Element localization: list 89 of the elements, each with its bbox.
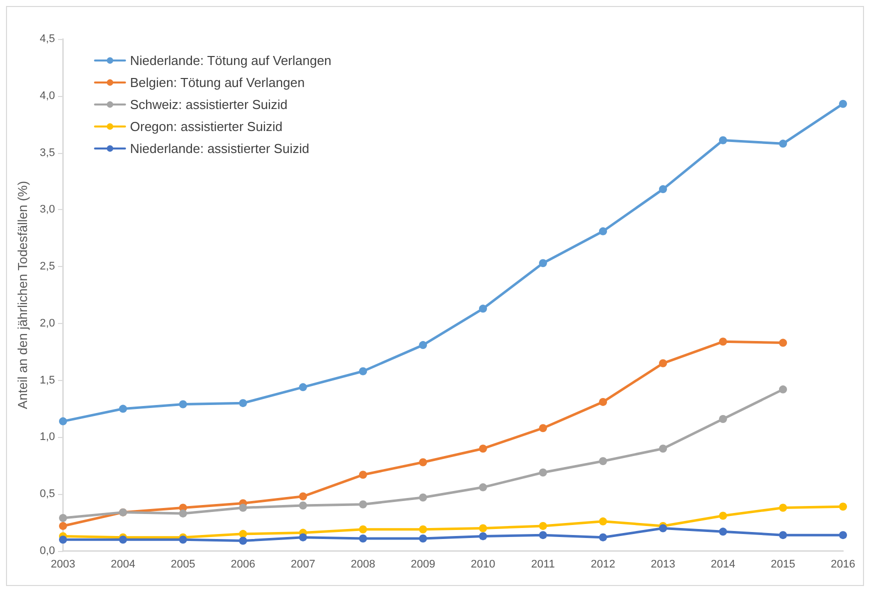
y-tick-label: 2,0 [40,317,55,330]
legend-label: Niederlande: Tötung auf Verlangen [130,53,332,68]
point [839,531,847,540]
point [239,536,247,545]
point [539,259,547,268]
point [479,532,487,540]
y-tick-label: 2,5 [40,260,55,273]
point [659,524,667,532]
point [719,512,727,520]
x-tick-label: 2011 [531,558,555,570]
point [119,536,127,544]
legend-label: Schweiz: assistierter Suizid [130,97,288,112]
point [179,536,187,544]
point [659,185,667,194]
point [719,136,727,144]
point [779,338,787,347]
x-tick-label: 2007 [290,558,316,570]
point [659,444,667,453]
point [179,509,187,518]
point [719,528,727,536]
x-tick-label: 2010 [470,558,496,570]
point [239,530,247,538]
point [59,417,67,426]
point [539,468,547,476]
x-tick-label: 2013 [650,558,676,570]
x-tick-label: 2016 [830,558,856,570]
x-tick-label: 2008 [350,558,376,570]
point [419,341,427,350]
x-tick-label: 2015 [770,558,796,570]
point [779,140,787,148]
point [419,534,427,542]
point [359,525,367,534]
point [299,492,307,500]
y-tick-label: 0,0 [40,545,55,557]
point [839,100,847,108]
point [239,399,247,408]
point [839,502,847,511]
point [359,367,367,376]
point [599,457,607,466]
point [539,522,547,530]
point [59,522,67,530]
point [359,534,367,542]
y-tick-label: 3,0 [40,204,55,216]
point [719,338,727,346]
point [419,458,427,466]
point [779,504,787,512]
point [479,304,487,313]
point [479,444,487,453]
point [59,536,67,544]
point [179,400,187,408]
point [479,524,487,532]
point [299,533,307,542]
point [539,424,547,432]
y-tick-label: 1,0 [40,431,55,444]
point [59,514,67,522]
point [359,500,367,508]
y-tick-label: 3,5 [40,146,55,159]
x-tick-label: 2004 [110,558,136,570]
x-tick-label: 2009 [410,558,436,570]
point [419,494,427,502]
point [419,525,427,534]
point [239,504,247,512]
point [479,483,487,492]
point [299,501,307,510]
x-tick-label: 2005 [170,558,196,570]
point [119,404,127,413]
point [599,227,607,236]
point [659,359,667,368]
x-tick-label: 2014 [710,558,736,570]
x-tick-label: 2006 [230,558,256,570]
y-tick-label: 4,5 [40,33,55,45]
point [779,385,787,394]
point [299,383,307,392]
y-axis-title: Anteil an den jährlichen Todesfällen (%) [14,180,30,410]
x-tick-label: 2003 [50,558,76,570]
point [599,533,607,542]
point [779,531,787,540]
y-tick-label: 4,0 [40,90,55,102]
legend-label: Oregon: assistierter Suizid [130,119,282,134]
point [719,415,727,424]
legend-label: Belgien: Tötung auf Verlangen [130,75,305,90]
point [539,531,547,540]
point [599,398,607,406]
point [599,517,607,526]
legend-label: Niederlande: assistierter Suizid [130,141,310,156]
y-tick-label: 0,5 [40,488,55,500]
point [359,470,367,479]
y-tick-label: 1,5 [40,374,55,386]
x-tick-label: 2012 [590,558,616,570]
